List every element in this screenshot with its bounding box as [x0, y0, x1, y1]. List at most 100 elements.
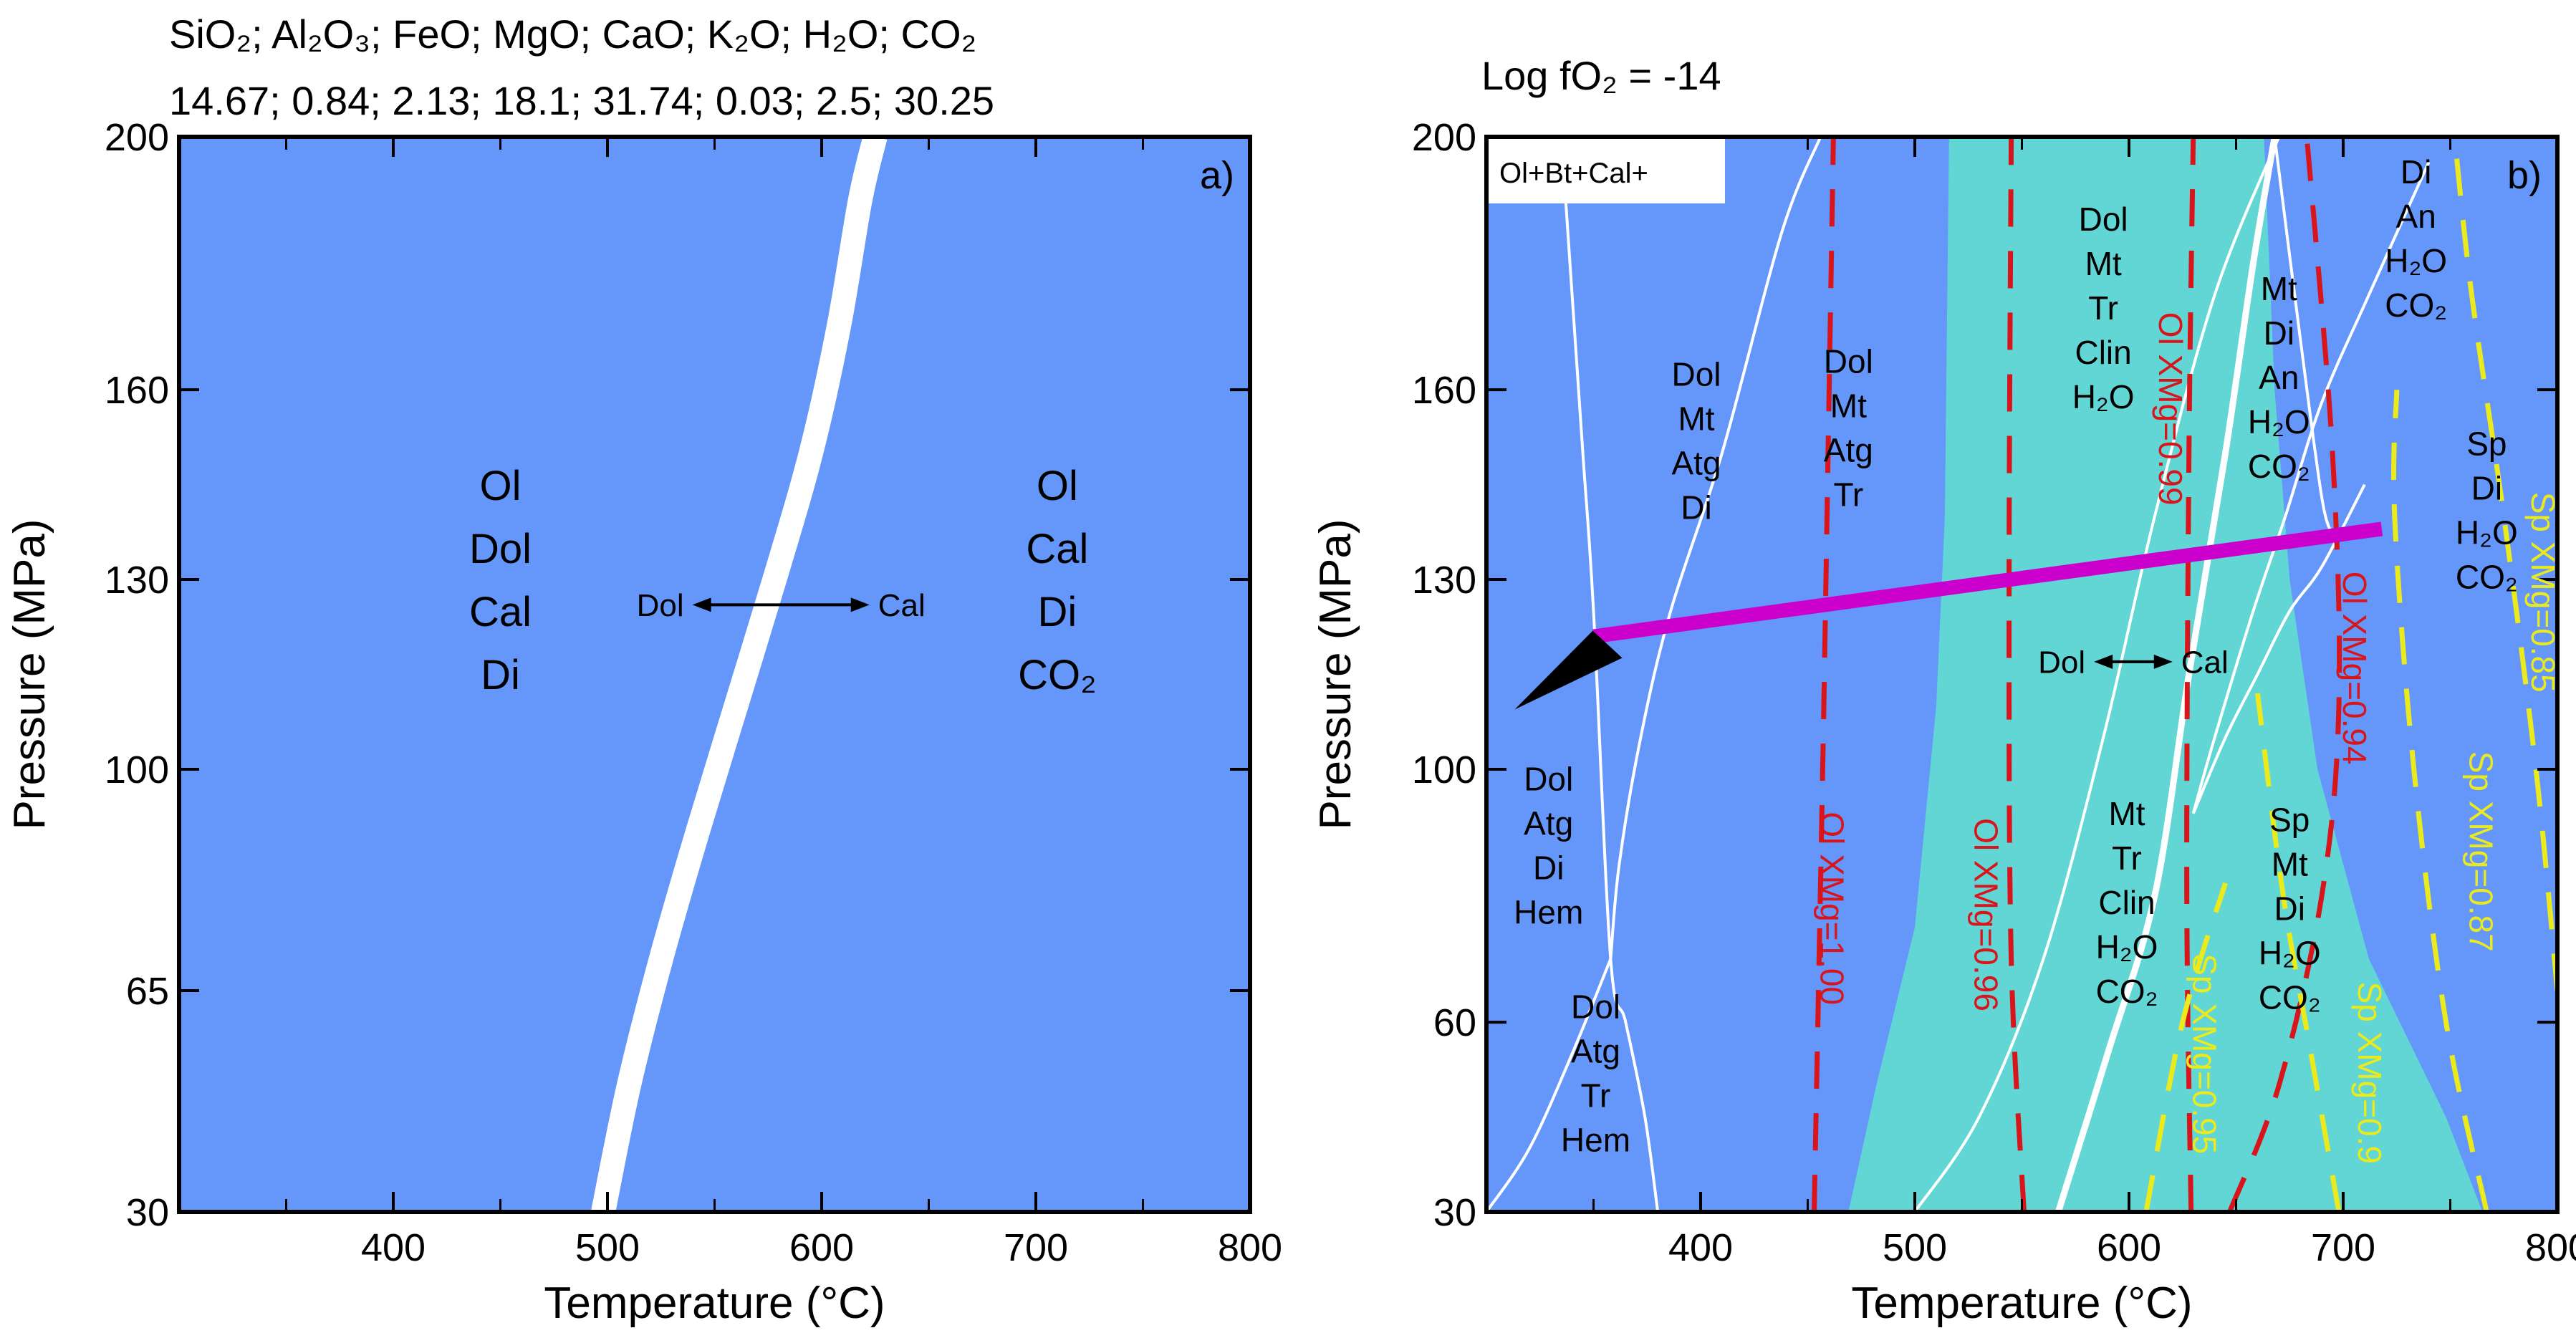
isopleth-label-sp-xmg-0-95: Sp XMg=0.95 [2186, 953, 2224, 1154]
field-label-mt: Mt [2272, 846, 2308, 883]
isopleth-line-ol-xmg-0-94 [2227, 137, 2342, 1212]
reaction-line [2273, 137, 2335, 536]
isopleth-label-ol-xmg-0-99: Ol XMg=0.99 [2152, 312, 2189, 506]
isopleth-line-ol-xmg-1-00 [1812, 137, 1836, 1212]
reaction-left-label: Dol [637, 588, 684, 623]
field-label-dol: Dol [469, 526, 532, 572]
pt-path-line [1592, 521, 2383, 644]
field-label-co: CO₂ [2385, 287, 2447, 324]
teal-stability-region [1848, 137, 2483, 1212]
reaction-line [1609, 137, 1822, 959]
x-tick-label: 400 [1668, 1226, 1733, 1269]
field-label-mt: Mt [2108, 795, 2145, 832]
x-tick-label: 400 [361, 1226, 426, 1269]
x-tick-label: 600 [789, 1226, 854, 1269]
field-label-dol: Dol [1524, 760, 1573, 797]
field-label-h-o: H₂O [2096, 928, 2158, 966]
field-label-dol: Dol [2079, 201, 2128, 238]
reaction-line [2055, 137, 2278, 1212]
reaction-line [1559, 137, 1660, 1212]
isopleth-line-sp-xmg-0-95 [2143, 882, 2228, 1212]
reaction-arrow-head-right [850, 597, 870, 612]
isopleth-label-ol-xmg-1-00: Ol XMg=1.00 [1813, 812, 1850, 1005]
plot-background [179, 137, 1250, 1212]
y-tick-label: 160 [1412, 369, 1476, 412]
oxide-header: SiO₂; Al₂O₃; FeO; MgO; CaO; K₂O; H₂O; CO… [169, 11, 977, 57]
dol-cal-reaction-boundary [591, 137, 888, 1212]
field-label-atg: Atg [1571, 1032, 1620, 1069]
field-label-di: Di [1681, 488, 1711, 526]
assemblage-box-label: Ol+Bt+Cal+ [1499, 158, 1648, 189]
isopleth-line-ol-xmg-0-96 [2007, 137, 2027, 1212]
field-label-h-o: H₂O [2456, 514, 2518, 551]
field-label-cal: Cal [469, 589, 532, 635]
field-label-h-o: H₂O [2259, 935, 2321, 972]
y-tick-label: 130 [105, 559, 169, 602]
field-label-ol: Ol [480, 463, 522, 509]
reaction-arrow-head-left [692, 597, 711, 612]
y-tick-label: 65 [126, 970, 169, 1013]
x-tick-label: 500 [575, 1226, 640, 1269]
field-label-mt: Mt [2085, 245, 2122, 282]
plot-content [1486, 137, 2557, 1212]
isopleth-label-ol-xmg-0-94: Ol XMg=0.94 [2336, 572, 2373, 765]
field-label-dol: Dol [1824, 343, 1873, 380]
field-label-an: An [2259, 359, 2299, 396]
field-label-di: Di [2274, 890, 2305, 928]
field-label-mt: Mt [2261, 270, 2297, 307]
field-label-co: CO₂ [2096, 973, 2158, 1010]
field-label-di: Di [1533, 849, 1564, 886]
y-axis-label: Pressure (MPa) [1311, 519, 1360, 829]
field-label-atg: Atg [1671, 444, 1721, 481]
isopleth-label-ol-xmg-0-96: Ol XMg=0.96 [1968, 818, 2005, 1011]
composition-header: 14.67; 0.84; 2.13; 18.1; 31.74; 0.03; 2.… [169, 78, 995, 123]
y-tick-label: 200 [1412, 116, 1476, 159]
field-label-hem: Hem [1561, 1121, 1630, 1158]
field-label-ol: Ol [1037, 463, 1078, 509]
field-label-tr: Tr [2112, 839, 2142, 877]
reaction-right-label: Cal [878, 588, 926, 623]
fo2-header: Log fO₂ = -14 [1481, 53, 1721, 98]
panel-label: b) [2507, 154, 2542, 197]
panel-a: 400 500 600 700 800 30 65 100 130 160 200 Temperatu… [5, 116, 1282, 1328]
field-label-sp: Sp [2466, 425, 2507, 462]
plot-content [591, 137, 888, 1212]
field-label-hem: Hem [1514, 893, 1583, 930]
x-tick-label: 800 [1218, 1226, 1282, 1269]
field-label-co: CO₂ [1018, 652, 1097, 698]
y-tick-label: 60 [1433, 1001, 1476, 1044]
assemblage-box [1489, 139, 1725, 203]
field-label-sp: Sp [2269, 802, 2310, 839]
isopleth-line-ol-xmg-0-99 [2184, 137, 2196, 1212]
x-axis-label: Temperature (°C) [544, 1279, 885, 1328]
field-label-h-o: H₂O [2072, 378, 2135, 415]
field-label-atg: Atg [1824, 432, 1873, 469]
isopleth-line-sp-xmg-0-9 [2254, 693, 2342, 1212]
isopleth-label-sp-xmg-0-9: Sp XMg=0.9 [2351, 982, 2388, 1164]
field-label-di: Di [2471, 469, 2502, 506]
y-tick-label: 30 [126, 1191, 169, 1234]
field-label-tr: Tr [2088, 289, 2118, 327]
field-label-di: Di [2264, 314, 2294, 352]
y-tick-label: 100 [105, 749, 169, 791]
field-label-co: CO₂ [2248, 448, 2310, 485]
field-label-co: CO₂ [2456, 558, 2518, 595]
field-label-mt: Mt [1678, 400, 1714, 437]
field-label-di: Di [1038, 589, 1077, 635]
reaction-line [1913, 137, 2281, 1212]
x-tick-label: 800 [2525, 1226, 2576, 1269]
field-label-tr: Tr [1833, 476, 1863, 514]
field-label-h-o: H₂O [2385, 242, 2447, 279]
isopleth-line-sp-xmg-0-85 [2452, 137, 2557, 991]
field-label-dol: Dol [1571, 988, 1620, 1025]
y-tick-label: 130 [1412, 559, 1476, 602]
pt-path-arrowhead [1514, 630, 1623, 710]
panel-b: 400 500 600 700 800 30 60 100 130 160 200 Temperatu… [1311, 116, 2576, 1328]
field-label-clin: Clin [2075, 334, 2131, 371]
field-label-atg: Atg [1524, 804, 1573, 842]
reaction-right-label: Cal [2181, 645, 2229, 680]
field-label-h-o: H₂O [2248, 403, 2310, 441]
field-label-dol: Dol [1672, 355, 1721, 393]
field-label-clin: Clin [2098, 884, 2155, 921]
